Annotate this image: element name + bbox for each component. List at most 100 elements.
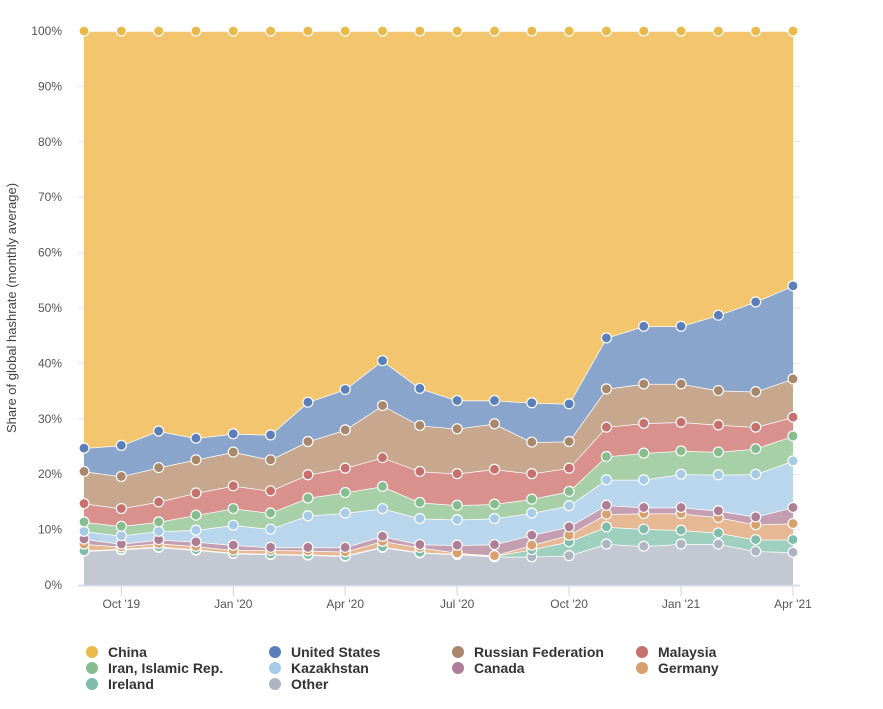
point-russian-federation	[600, 383, 613, 395]
legend-item[interactable]: Other	[269, 676, 328, 692]
point-united-states	[190, 432, 202, 444]
point-united-states	[264, 429, 277, 441]
point-iran-islamic-rep	[190, 509, 202, 521]
point-china	[190, 25, 202, 37]
point-malaysia	[115, 502, 127, 515]
legend-label: Other	[291, 676, 329, 692]
point-malaysia	[787, 411, 799, 423]
point-iran-islamic-rep	[451, 499, 463, 511]
point-united-states	[600, 332, 613, 344]
point-canada	[488, 538, 501, 551]
point-russian-federation	[153, 461, 165, 474]
point-canada	[675, 501, 687, 514]
legend-item[interactable]: Ireland	[86, 676, 154, 692]
point-kazakhstan	[78, 525, 90, 537]
point-russian-federation	[526, 436, 538, 448]
point-canada	[190, 536, 202, 548]
point-kazakhstan	[750, 468, 762, 480]
axes: 0% 10% 20% 30% 40% 50% 60% 70% 80% 90% 100% Oct '19…	[31, 24, 812, 611]
point-russian-federation	[563, 435, 575, 448]
point-other	[675, 538, 687, 550]
point-ireland	[750, 533, 762, 546]
point-china	[227, 25, 239, 37]
point-russian-federation	[488, 418, 501, 430]
point-ireland	[712, 527, 724, 539]
legend-marker-icon	[86, 678, 98, 690]
point-china	[526, 25, 538, 37]
point-russian-federation	[264, 454, 277, 466]
point-china	[264, 25, 277, 37]
point-china	[414, 25, 426, 37]
point-united-states	[526, 397, 538, 409]
point-russian-federation	[414, 419, 426, 432]
point-canada	[600, 499, 613, 511]
legend-item[interactable]: Malaysia	[636, 644, 716, 660]
legend-label: China	[108, 644, 147, 660]
point-malaysia	[376, 451, 389, 464]
point-iran-islamic-rep	[227, 502, 239, 515]
point-malaysia	[750, 421, 762, 433]
point-united-states	[488, 394, 501, 407]
legend-item[interactable]: Canada	[452, 660, 525, 676]
y-tick-label: 50%	[38, 301, 62, 315]
stacked-area-chart: 0% 10% 20% 30% 40% 50% 60% 70% 80% 90% 100% Oct '19…	[4, 24, 812, 611]
point-iran-islamic-rep	[78, 516, 90, 528]
point-iran-islamic-rep	[563, 485, 575, 497]
point-canada	[339, 541, 351, 553]
point-kazakhstan	[227, 519, 239, 531]
point-china	[339, 25, 351, 37]
point-malaysia	[190, 487, 202, 499]
y-tick-label: 10%	[38, 523, 62, 537]
legend-label: Canada	[474, 660, 525, 676]
point-iran-islamic-rep	[115, 520, 127, 532]
point-russian-federation	[302, 435, 314, 448]
point-ireland	[675, 524, 687, 536]
point-iran-islamic-rep	[675, 445, 687, 457]
area-ireland	[84, 526, 793, 557]
data-points	[78, 25, 799, 563]
legend-item[interactable]: United States	[269, 644, 380, 660]
point-malaysia	[563, 462, 575, 474]
legend-marker-icon	[636, 646, 648, 658]
point-china	[600, 25, 613, 37]
point-russian-federation	[675, 378, 687, 390]
legend-item[interactable]: Iran, Islamic Rep.	[86, 660, 223, 676]
point-united-states	[339, 383, 351, 396]
point-canada	[264, 541, 277, 553]
y-tick-label: 100%	[31, 24, 62, 38]
point-united-states	[750, 296, 762, 308]
point-china	[675, 25, 687, 37]
point-canada	[787, 501, 799, 514]
point-russian-federation	[78, 465, 90, 478]
point-canada	[563, 521, 575, 533]
legend-item[interactable]: Kazakhstan	[269, 660, 369, 676]
area-iran-islamic-rep	[84, 435, 793, 536]
x-tick-label: Oct '19	[102, 597, 140, 611]
legend-marker-icon	[86, 662, 98, 674]
legend-marker-icon	[269, 678, 281, 690]
legend-item[interactable]: Russian Federation	[452, 644, 604, 660]
point-other	[712, 538, 724, 550]
x-tick-label: Jan '21	[662, 597, 701, 611]
point-iran-islamic-rep	[339, 486, 351, 499]
legend-label: Iran, Islamic Rep.	[108, 660, 224, 676]
point-iran-islamic-rep	[787, 430, 799, 442]
point-canada	[638, 501, 650, 514]
legend-item[interactable]: Germany	[636, 660, 719, 676]
y-tick-label: 90%	[38, 79, 62, 93]
point-malaysia	[414, 465, 426, 478]
legend-item[interactable]: China	[86, 644, 147, 660]
point-china	[153, 25, 165, 37]
point-malaysia	[302, 469, 314, 481]
point-russian-federation	[227, 446, 239, 458]
point-germany	[526, 539, 538, 551]
point-russian-federation	[339, 424, 351, 436]
point-china	[115, 25, 127, 37]
point-other	[750, 545, 762, 557]
point-malaysia	[153, 496, 165, 508]
y-tick-label: 20%	[38, 467, 62, 481]
point-malaysia	[488, 463, 501, 475]
point-germany	[488, 550, 501, 562]
area-kazakhstan	[84, 460, 793, 548]
